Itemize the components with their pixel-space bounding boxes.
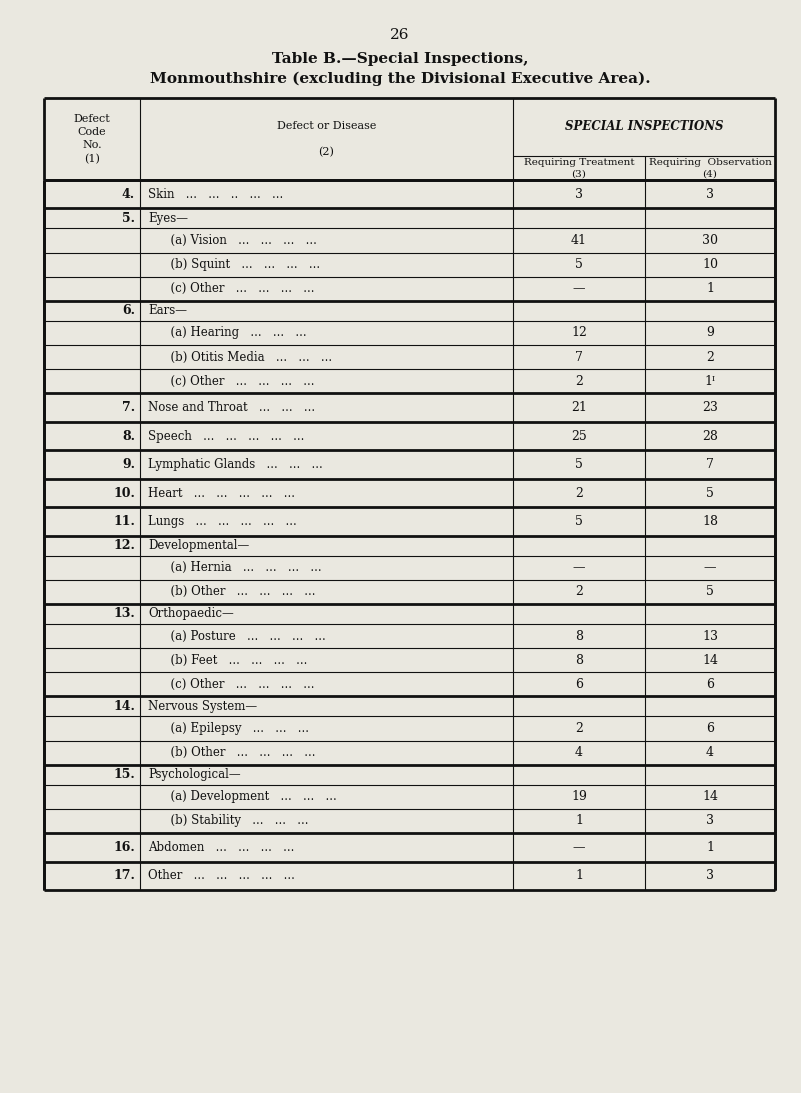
Text: Lymphatic Glands   ...   ...   ...: Lymphatic Glands ... ... ...	[148, 458, 323, 471]
Text: 10: 10	[702, 258, 718, 271]
Text: 14.: 14.	[113, 700, 135, 713]
Text: 11.: 11.	[113, 515, 135, 528]
Text: 3: 3	[575, 188, 583, 201]
Text: (c) Other   ...   ...   ...   ...: (c) Other ... ... ... ...	[148, 375, 315, 388]
Text: Defect or Disease

(2): Defect or Disease (2)	[277, 120, 376, 157]
Text: 5: 5	[575, 515, 583, 528]
Text: (a) Vision   ...   ...   ...   ...: (a) Vision ... ... ... ...	[148, 234, 317, 247]
Text: Heart   ...   ...   ...   ...   ...: Heart ... ... ... ... ...	[148, 486, 295, 500]
Text: 8: 8	[575, 654, 583, 667]
Text: (a) Epilepsy   ...   ...   ...: (a) Epilepsy ... ... ...	[148, 722, 309, 734]
Text: (c) Other   ...   ...   ...   ...: (c) Other ... ... ... ...	[148, 282, 315, 295]
Text: (a) Hearing   ...   ...   ...: (a) Hearing ... ... ...	[148, 327, 307, 340]
Text: 26: 26	[390, 28, 410, 42]
Text: Defect
Code
No.
(1): Defect Code No. (1)	[74, 114, 111, 164]
Text: (b) Other   ...   ...   ...   ...: (b) Other ... ... ... ...	[148, 586, 316, 598]
Text: 5: 5	[575, 458, 583, 471]
Text: 6: 6	[706, 722, 714, 734]
Text: Lungs   ...   ...   ...   ...   ...: Lungs ... ... ... ... ...	[148, 515, 296, 528]
Text: 6: 6	[706, 678, 714, 691]
Text: 1ᴵ: 1ᴵ	[704, 375, 715, 388]
Text: 15.: 15.	[113, 768, 135, 781]
Text: 8: 8	[575, 630, 583, 643]
Text: Eyes—: Eyes—	[148, 212, 188, 225]
Text: Ears—: Ears—	[148, 305, 187, 317]
Text: Orthopaedic—: Orthopaedic—	[148, 608, 234, 621]
Text: 16.: 16.	[113, 841, 135, 854]
Text: —: —	[704, 561, 716, 574]
Text: (b) Other   ...   ...   ...   ...: (b) Other ... ... ... ...	[148, 747, 316, 760]
Text: 3: 3	[706, 869, 714, 882]
Text: 14: 14	[702, 654, 718, 667]
Text: 4: 4	[575, 747, 583, 760]
Text: 13: 13	[702, 630, 718, 643]
Text: 1: 1	[706, 282, 714, 295]
Text: (a) Posture   ...   ...   ...   ...: (a) Posture ... ... ... ...	[148, 630, 326, 643]
Text: 12.: 12.	[113, 539, 135, 552]
Text: (a) Hernia   ...   ...   ...   ...: (a) Hernia ... ... ... ...	[148, 561, 322, 574]
Text: 3: 3	[706, 814, 714, 827]
Text: 30: 30	[702, 234, 718, 247]
Text: Monmouthshire (excluding the Divisional Executive Area).: Monmouthshire (excluding the Divisional …	[150, 72, 650, 86]
Text: 7: 7	[575, 351, 583, 364]
Text: (b) Squint   ...   ...   ...   ...: (b) Squint ... ... ... ...	[148, 258, 320, 271]
Text: 12: 12	[571, 327, 587, 340]
Text: (b) Otitis Media   ...   ...   ...: (b) Otitis Media ... ... ...	[148, 351, 332, 364]
Text: 10.: 10.	[113, 486, 135, 500]
Text: Requiring Treatment
(3): Requiring Treatment (3)	[524, 157, 634, 178]
Text: Nervous System—: Nervous System—	[148, 700, 257, 713]
Text: 6.: 6.	[122, 305, 135, 317]
Text: Requiring  Observation
(4): Requiring Observation (4)	[649, 157, 771, 178]
Text: 41: 41	[571, 234, 587, 247]
Text: (a) Development   ...   ...   ...: (a) Development ... ... ...	[148, 790, 336, 803]
Text: Table B.—Special Inspections,: Table B.—Special Inspections,	[272, 52, 528, 66]
Text: 3: 3	[706, 188, 714, 201]
Text: (b) Stability   ...   ...   ...: (b) Stability ... ... ...	[148, 814, 308, 827]
Text: 9: 9	[706, 327, 714, 340]
Text: —: —	[573, 841, 586, 854]
Text: 13.: 13.	[113, 608, 135, 621]
Text: 5: 5	[706, 586, 714, 598]
Text: 5: 5	[706, 486, 714, 500]
Text: 23: 23	[702, 401, 718, 414]
Text: 14: 14	[702, 790, 718, 803]
Text: 8.: 8.	[122, 430, 135, 443]
Text: —: —	[573, 282, 586, 295]
Text: Developmental—: Developmental—	[148, 539, 249, 552]
Text: 5.: 5.	[122, 212, 135, 225]
Text: 6: 6	[575, 678, 583, 691]
Text: 2: 2	[706, 351, 714, 364]
Text: 2: 2	[575, 486, 583, 500]
Text: 25: 25	[571, 430, 587, 443]
Text: 1: 1	[706, 841, 714, 854]
Text: Skin   ...   ...   ..   ...   ...: Skin ... ... .. ... ...	[148, 188, 284, 201]
Text: 17.: 17.	[113, 869, 135, 882]
Text: 1: 1	[575, 869, 583, 882]
Text: Other   ...   ...   ...   ...   ...: Other ... ... ... ... ...	[148, 869, 295, 882]
Text: 7: 7	[706, 458, 714, 471]
Text: 18: 18	[702, 515, 718, 528]
Text: Speech   ...   ...   ...   ...   ...: Speech ... ... ... ... ...	[148, 430, 304, 443]
Text: 9.: 9.	[122, 458, 135, 471]
Text: 7.: 7.	[122, 401, 135, 414]
Text: 4.: 4.	[122, 188, 135, 201]
Text: Nose and Throat   ...   ...   ...: Nose and Throat ... ... ...	[148, 401, 315, 414]
Text: (b) Feet   ...   ...   ...   ...: (b) Feet ... ... ... ...	[148, 654, 308, 667]
Text: 2: 2	[575, 375, 583, 388]
Text: 4: 4	[706, 747, 714, 760]
Text: 2: 2	[575, 586, 583, 598]
Text: 19: 19	[571, 790, 587, 803]
Text: (c) Other   ...   ...   ...   ...: (c) Other ... ... ... ...	[148, 678, 315, 691]
Text: 1: 1	[575, 814, 583, 827]
Text: Psychological—: Psychological—	[148, 768, 240, 781]
Text: 28: 28	[702, 430, 718, 443]
Text: 2: 2	[575, 722, 583, 734]
Text: 5: 5	[575, 258, 583, 271]
Text: Abdomen   ...   ...   ...   ...: Abdomen ... ... ... ...	[148, 841, 295, 854]
Text: 21: 21	[571, 401, 587, 414]
Text: SPECIAL INSPECTIONS: SPECIAL INSPECTIONS	[565, 120, 723, 133]
Text: —: —	[573, 561, 586, 574]
